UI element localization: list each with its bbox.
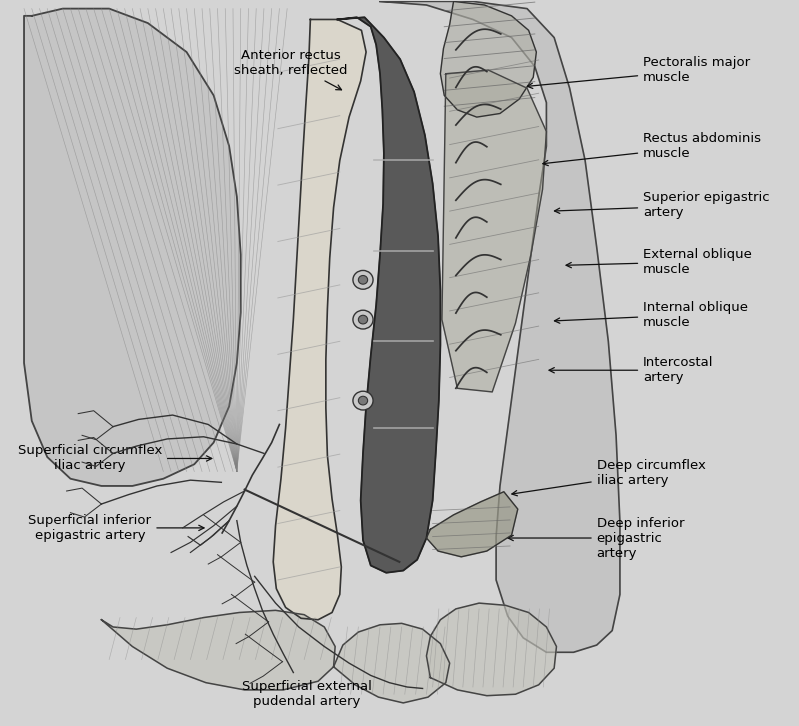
Text: Pectoralis major
muscle: Pectoralis major muscle (527, 56, 750, 89)
Polygon shape (427, 603, 556, 696)
Polygon shape (440, 1, 536, 117)
Text: Intercostal
artery: Intercostal artery (549, 356, 714, 384)
Text: Deep circumflex
iliac artery: Deep circumflex iliac artery (512, 459, 706, 496)
Circle shape (359, 396, 368, 405)
Polygon shape (380, 1, 620, 652)
Circle shape (353, 310, 373, 329)
Polygon shape (442, 70, 547, 392)
Polygon shape (24, 9, 240, 486)
Text: External oblique
muscle: External oblique muscle (566, 248, 752, 276)
Polygon shape (334, 624, 450, 703)
Text: Anterior rectus
sheath, reflected: Anterior rectus sheath, reflected (234, 49, 348, 90)
Text: Internal oblique
muscle: Internal oblique muscle (555, 301, 748, 329)
Text: Superior epigastric
artery: Superior epigastric artery (555, 192, 769, 219)
Text: Superficial inferior
epigastric artery: Superficial inferior epigastric artery (28, 514, 204, 542)
Circle shape (359, 315, 368, 324)
Polygon shape (273, 20, 366, 620)
Circle shape (353, 270, 373, 289)
Text: Superficial external
pudendal artery: Superficial external pudendal artery (241, 680, 372, 709)
Polygon shape (101, 611, 335, 690)
Circle shape (359, 275, 368, 284)
Circle shape (353, 391, 373, 410)
Text: Rectus abdominis
muscle: Rectus abdominis muscle (543, 132, 761, 166)
Text: Superficial circumflex
iliac artery: Superficial circumflex iliac artery (18, 444, 212, 473)
Polygon shape (337, 17, 440, 573)
Text: Deep inferior
epigastric
artery: Deep inferior epigastric artery (508, 516, 684, 560)
Polygon shape (427, 492, 518, 557)
